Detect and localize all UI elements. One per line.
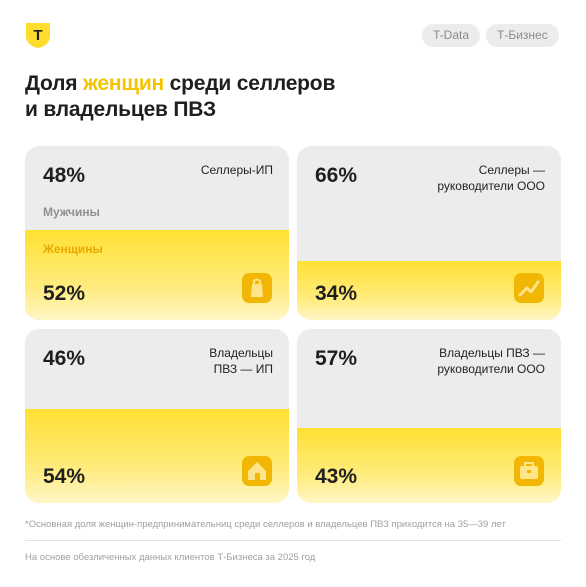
chart-growth-icon — [514, 273, 544, 303]
card-sellers-ooo: 66% Селлеры — руководители ООО 34% — [297, 146, 561, 320]
card-pvz-ip: 46% Владельцы ПВЗ — ИП 54% — [25, 329, 289, 503]
title-highlight: женщин — [82, 72, 165, 95]
logo-letter: Т — [33, 27, 42, 44]
card-label: Селлеры — руководители ООО — [437, 163, 545, 193]
men-pct: 46% — [43, 347, 86, 370]
title-line2: и владельцев ПВЗ — [25, 98, 216, 121]
men-pct: 57% — [315, 347, 358, 370]
card-pvz-ooo: 57% Владельцы ПВЗ — руководители ООО 43% — [297, 329, 561, 503]
title-part2: среди селлеров — [164, 72, 336, 95]
page-title: Доля женщин среди селлеров и владельцев … — [25, 71, 445, 123]
women-pct: 34% — [315, 282, 358, 305]
women-pct: 54% — [43, 465, 86, 488]
briefcase-icon — [514, 456, 544, 486]
tag-tdata: T-Data — [422, 24, 481, 47]
legend-men: Мужчины — [43, 205, 100, 219]
divider — [25, 540, 561, 541]
men-pct: 66% — [315, 164, 358, 187]
men-pct: 48% — [43, 164, 86, 187]
card-label: Владельцы ПВЗ — руководители ООО — [437, 346, 545, 376]
card-sellers-ip: 48% Селлеры-ИП Мужчины Женщины 52% — [25, 146, 289, 320]
tag-tbusiness: Т-Бизнес — [486, 24, 559, 47]
footnote: *Основная доля женщин-предпринимательниц… — [25, 519, 506, 530]
card-label: Селлеры-ИП — [200, 163, 273, 177]
card-label: Владельцы ПВЗ — ИП — [209, 346, 273, 376]
women-pct: 43% — [315, 465, 358, 488]
title-part1: Доля — [25, 72, 83, 95]
source-note: На основе обезличенных данных клиентов Т… — [25, 552, 316, 563]
women-pct: 52% — [43, 282, 86, 305]
legend-women: Женщины — [43, 242, 103, 256]
house-icon — [242, 456, 272, 486]
women-share-bar — [25, 409, 289, 503]
tbank-logo: Т — [26, 23, 50, 48]
bag-icon — [242, 273, 272, 303]
